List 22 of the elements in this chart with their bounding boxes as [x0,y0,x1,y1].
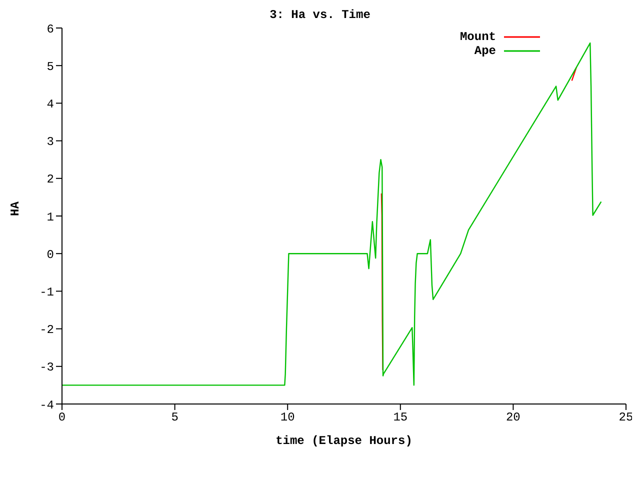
y-tick-label: -2 [40,323,54,338]
x-tick-label: 15 [393,410,408,425]
y-tick-label: 3 [46,135,54,150]
legend-label: Ape [474,44,496,58]
x-tick-label: 10 [280,410,295,425]
y-tick-label: 6 [46,22,54,36]
line-series [62,42,602,386]
chart-title: 3: Ha vs. Time [268,8,372,22]
legend-label: Mount [460,30,496,44]
y-tick-label: 1 [46,210,54,224]
x-axis-title: time (Elapse Hours) [276,434,412,448]
x-tick-label: 5 [171,410,178,425]
x-tick-label: 20 [506,410,520,425]
x-tick-label: 0 [58,410,66,425]
y-tick-label: -3 [40,360,54,375]
y-tick-label: -1 [40,285,54,300]
y-tick-label: 4 [46,97,54,112]
y-axis-title: HA [8,200,22,216]
y-tick-label: 2 [46,172,54,187]
y-tick-label: 5 [46,60,54,74]
y-tick-label: 0 [46,248,54,262]
y-tick-label: -4 [40,398,54,412]
